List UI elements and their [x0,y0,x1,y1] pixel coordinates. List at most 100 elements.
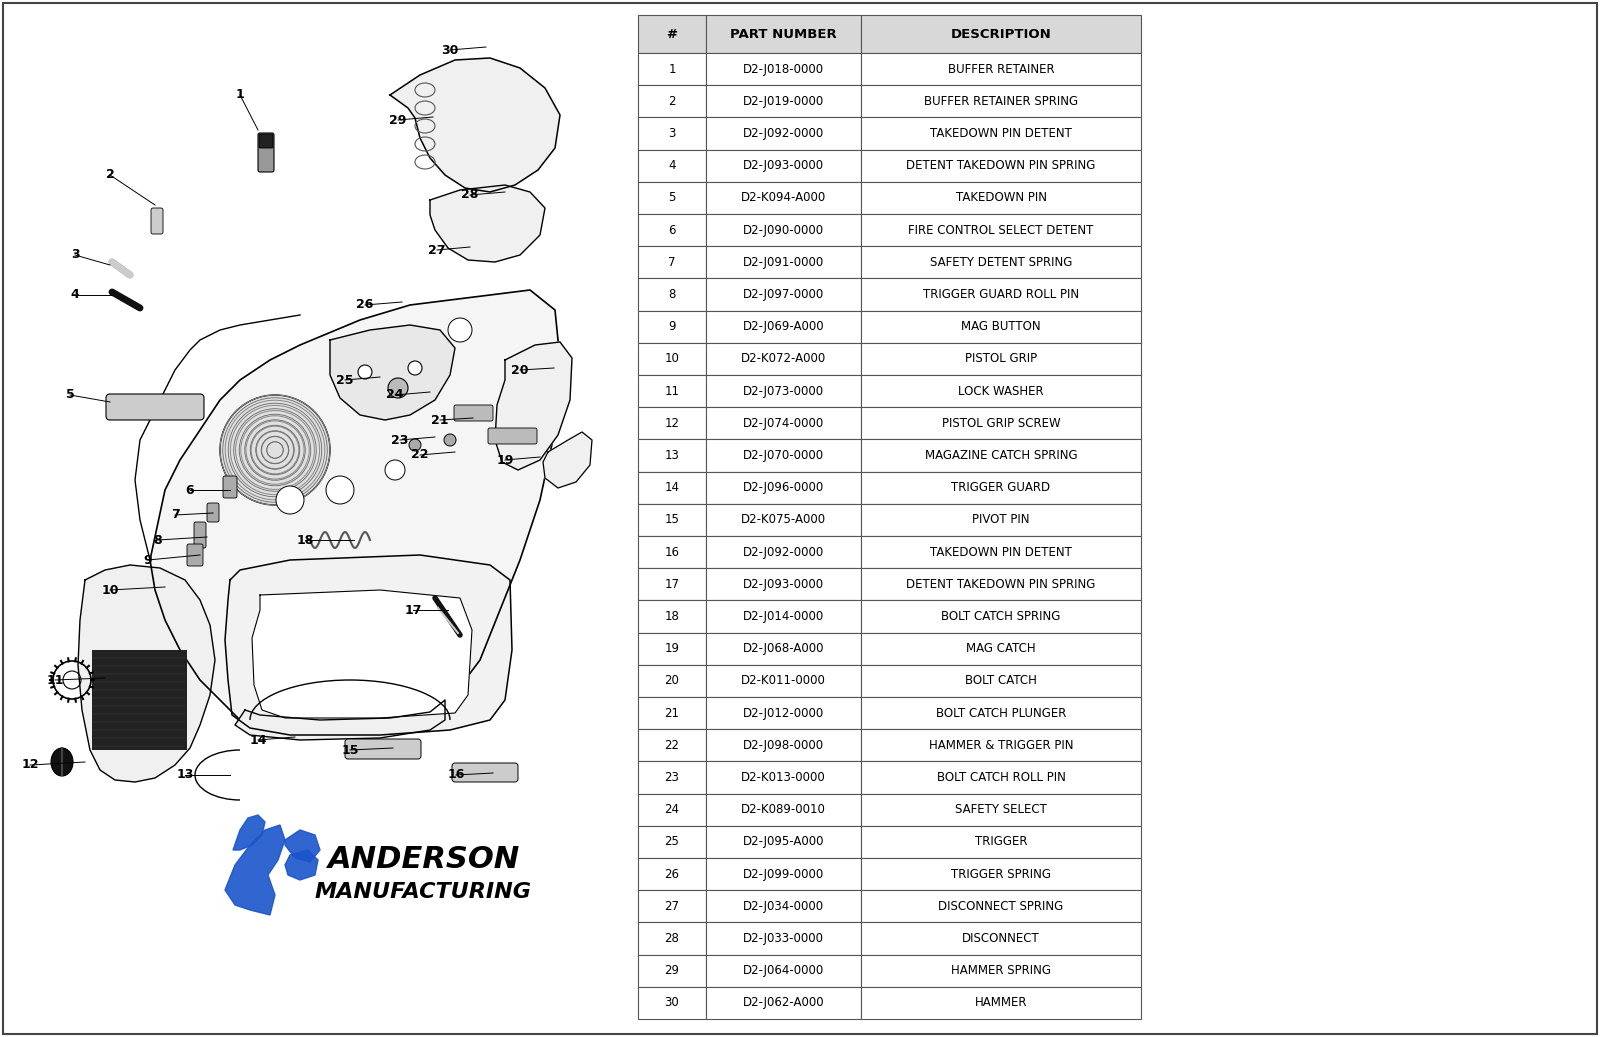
FancyBboxPatch shape [106,394,205,420]
Polygon shape [150,290,560,735]
Bar [638,697,706,729]
Text: HAMMER SPRING: HAMMER SPRING [950,964,1051,977]
Ellipse shape [221,395,330,505]
Text: 23: 23 [392,433,408,447]
Bar [706,53,861,85]
Polygon shape [285,850,318,880]
Bar [706,311,861,343]
Bar [861,858,1141,890]
Text: 16: 16 [448,768,464,782]
Text: 12: 12 [664,417,680,429]
Text: 16: 16 [664,545,680,559]
Bar [861,246,1141,278]
Bar [638,793,706,825]
Text: D2-J093-0000: D2-J093-0000 [742,160,824,172]
Bar [706,633,861,665]
Bar [706,375,861,408]
Polygon shape [235,700,445,740]
Text: 2: 2 [106,168,114,181]
Text: 22: 22 [411,448,429,461]
Text: 5: 5 [669,192,675,204]
Text: D2-J034-0000: D2-J034-0000 [742,900,824,913]
Text: MANUFACTURING: MANUFACTURING [315,882,531,902]
Ellipse shape [408,361,422,375]
FancyBboxPatch shape [488,428,538,444]
FancyBboxPatch shape [222,476,237,498]
Bar [706,149,861,181]
Bar [638,504,706,536]
Text: TAKEDOWN PIN: TAKEDOWN PIN [955,192,1046,204]
Text: 21: 21 [432,414,448,426]
Text: DETENT TAKEDOWN PIN SPRING: DETENT TAKEDOWN PIN SPRING [906,160,1096,172]
Text: 1: 1 [669,62,675,76]
Text: 25: 25 [336,373,354,387]
Text: D2-J012-0000: D2-J012-0000 [742,706,824,720]
Text: 26: 26 [357,299,374,311]
Bar [0,0,637,1037]
Bar [706,440,861,472]
Text: D2-J091-0000: D2-J091-0000 [742,256,824,269]
Bar [706,536,861,568]
Text: D2-J062-A000: D2-J062-A000 [742,997,824,1009]
Bar [706,246,861,278]
Text: BUFFER RETAINER SPRING: BUFFER RETAINER SPRING [923,94,1078,108]
Bar [861,568,1141,600]
Bar [638,858,706,890]
Bar [638,568,706,600]
Text: 24: 24 [386,389,403,401]
FancyBboxPatch shape [259,134,274,148]
Ellipse shape [448,318,472,342]
Bar [861,504,1141,536]
Bar [706,955,861,987]
Text: 9: 9 [144,554,152,566]
Bar [706,278,861,311]
Polygon shape [330,325,454,420]
Bar [706,85,861,117]
Text: BOLT CATCH: BOLT CATCH [965,674,1037,688]
Polygon shape [285,830,320,862]
Bar [861,408,1141,440]
Bar [706,922,861,955]
Text: 2: 2 [669,94,675,108]
Polygon shape [494,342,573,470]
Bar [638,278,706,311]
Text: D2-K089-0010: D2-K089-0010 [741,804,826,816]
Text: 28: 28 [664,932,680,945]
Text: 25: 25 [664,836,680,848]
Text: D2-J092-0000: D2-J092-0000 [742,127,824,140]
FancyBboxPatch shape [453,763,518,782]
Bar [638,311,706,343]
Text: D2-K075-A000: D2-K075-A000 [741,513,826,527]
Text: TRIGGER: TRIGGER [974,836,1027,848]
Text: 19: 19 [496,453,514,467]
Ellipse shape [358,365,371,379]
Text: 7: 7 [171,508,179,522]
Text: 18: 18 [664,610,680,623]
Text: 4: 4 [669,160,675,172]
Bar [706,568,861,600]
Text: HAMMER: HAMMER [974,997,1027,1009]
Bar [638,955,706,987]
Text: D2-J018-0000: D2-J018-0000 [742,62,824,76]
Bar [638,729,706,761]
Bar [638,15,706,53]
Text: MAGAZINE CATCH SPRING: MAGAZINE CATCH SPRING [925,449,1077,463]
Text: 13: 13 [176,768,194,782]
Bar [861,149,1141,181]
Text: PISTOL GRIP SCREW: PISTOL GRIP SCREW [942,417,1061,429]
Text: 23: 23 [664,770,680,784]
Ellipse shape [326,476,354,504]
Text: 21: 21 [664,706,680,720]
Bar [706,214,861,246]
Text: MAG BUTTON: MAG BUTTON [962,320,1042,333]
Text: PIVOT PIN: PIVOT PIN [973,513,1030,527]
Text: D2-K072-A000: D2-K072-A000 [741,353,826,365]
Text: 9: 9 [669,320,675,333]
Bar [861,85,1141,117]
Text: 27: 27 [664,900,680,913]
Text: 14: 14 [664,481,680,495]
Polygon shape [78,565,214,782]
Polygon shape [234,815,266,850]
Text: 12: 12 [21,758,38,772]
Text: 20: 20 [512,364,528,376]
